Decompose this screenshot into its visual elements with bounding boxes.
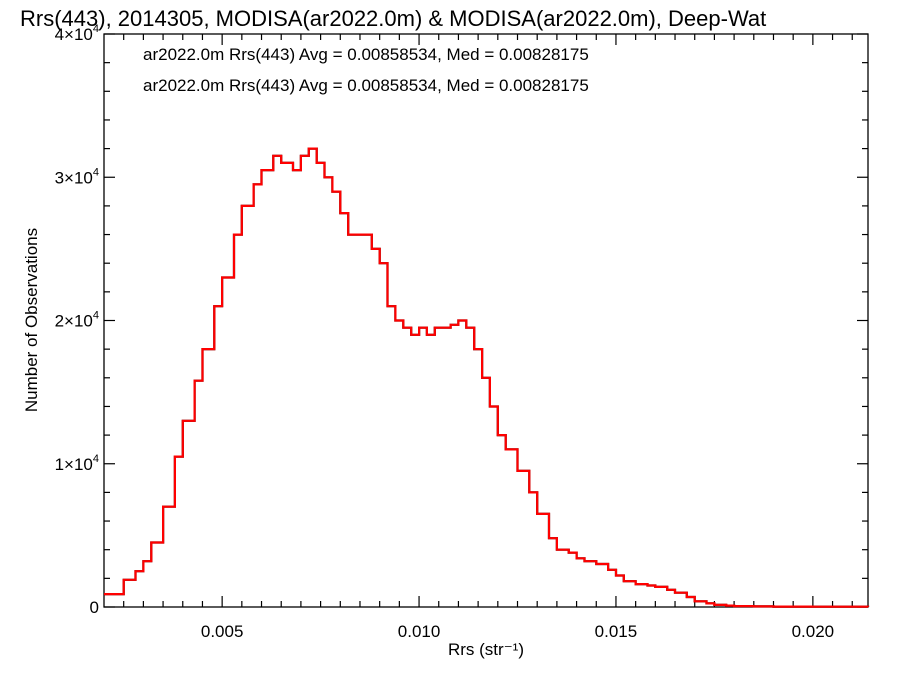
y-axis-label: Number of Observations [22, 228, 41, 412]
x-tick-label: 0.005 [201, 622, 244, 641]
x-tick-label: 0.010 [398, 622, 441, 641]
y-tick-label: 4×104 [55, 23, 99, 44]
x-axis-label: Rrs (str⁻¹) [448, 640, 524, 659]
plot-frame [103, 33, 869, 608]
x-tick-label: 0.020 [792, 622, 835, 641]
annotation-black: ar2022.0m Rrs(443) Avg = 0.00858534, Med… [143, 45, 589, 64]
series-line-2 [104, 147, 870, 608]
y-tick-label: 3×104 [55, 166, 99, 187]
chart-title: Rrs(443), 2014305, MODISA(ar2022.0m) & M… [20, 6, 766, 31]
series-layer [104, 147, 870, 608]
annotation-red: ar2022.0m Rrs(443) Avg = 0.00858534, Med… [143, 76, 589, 95]
x-tick-label: 0.015 [595, 622, 638, 641]
y-tick-label: 2×104 [55, 310, 99, 331]
x-axis-ticks: 0.005 0.010 0.015 0.020 [123, 34, 853, 641]
y-tick-label: 1×104 [55, 453, 99, 474]
y-tick-label: 0 [90, 598, 99, 617]
y-axis-ticks: 0 1×104 2×104 3×104 4×104 [55, 23, 868, 617]
